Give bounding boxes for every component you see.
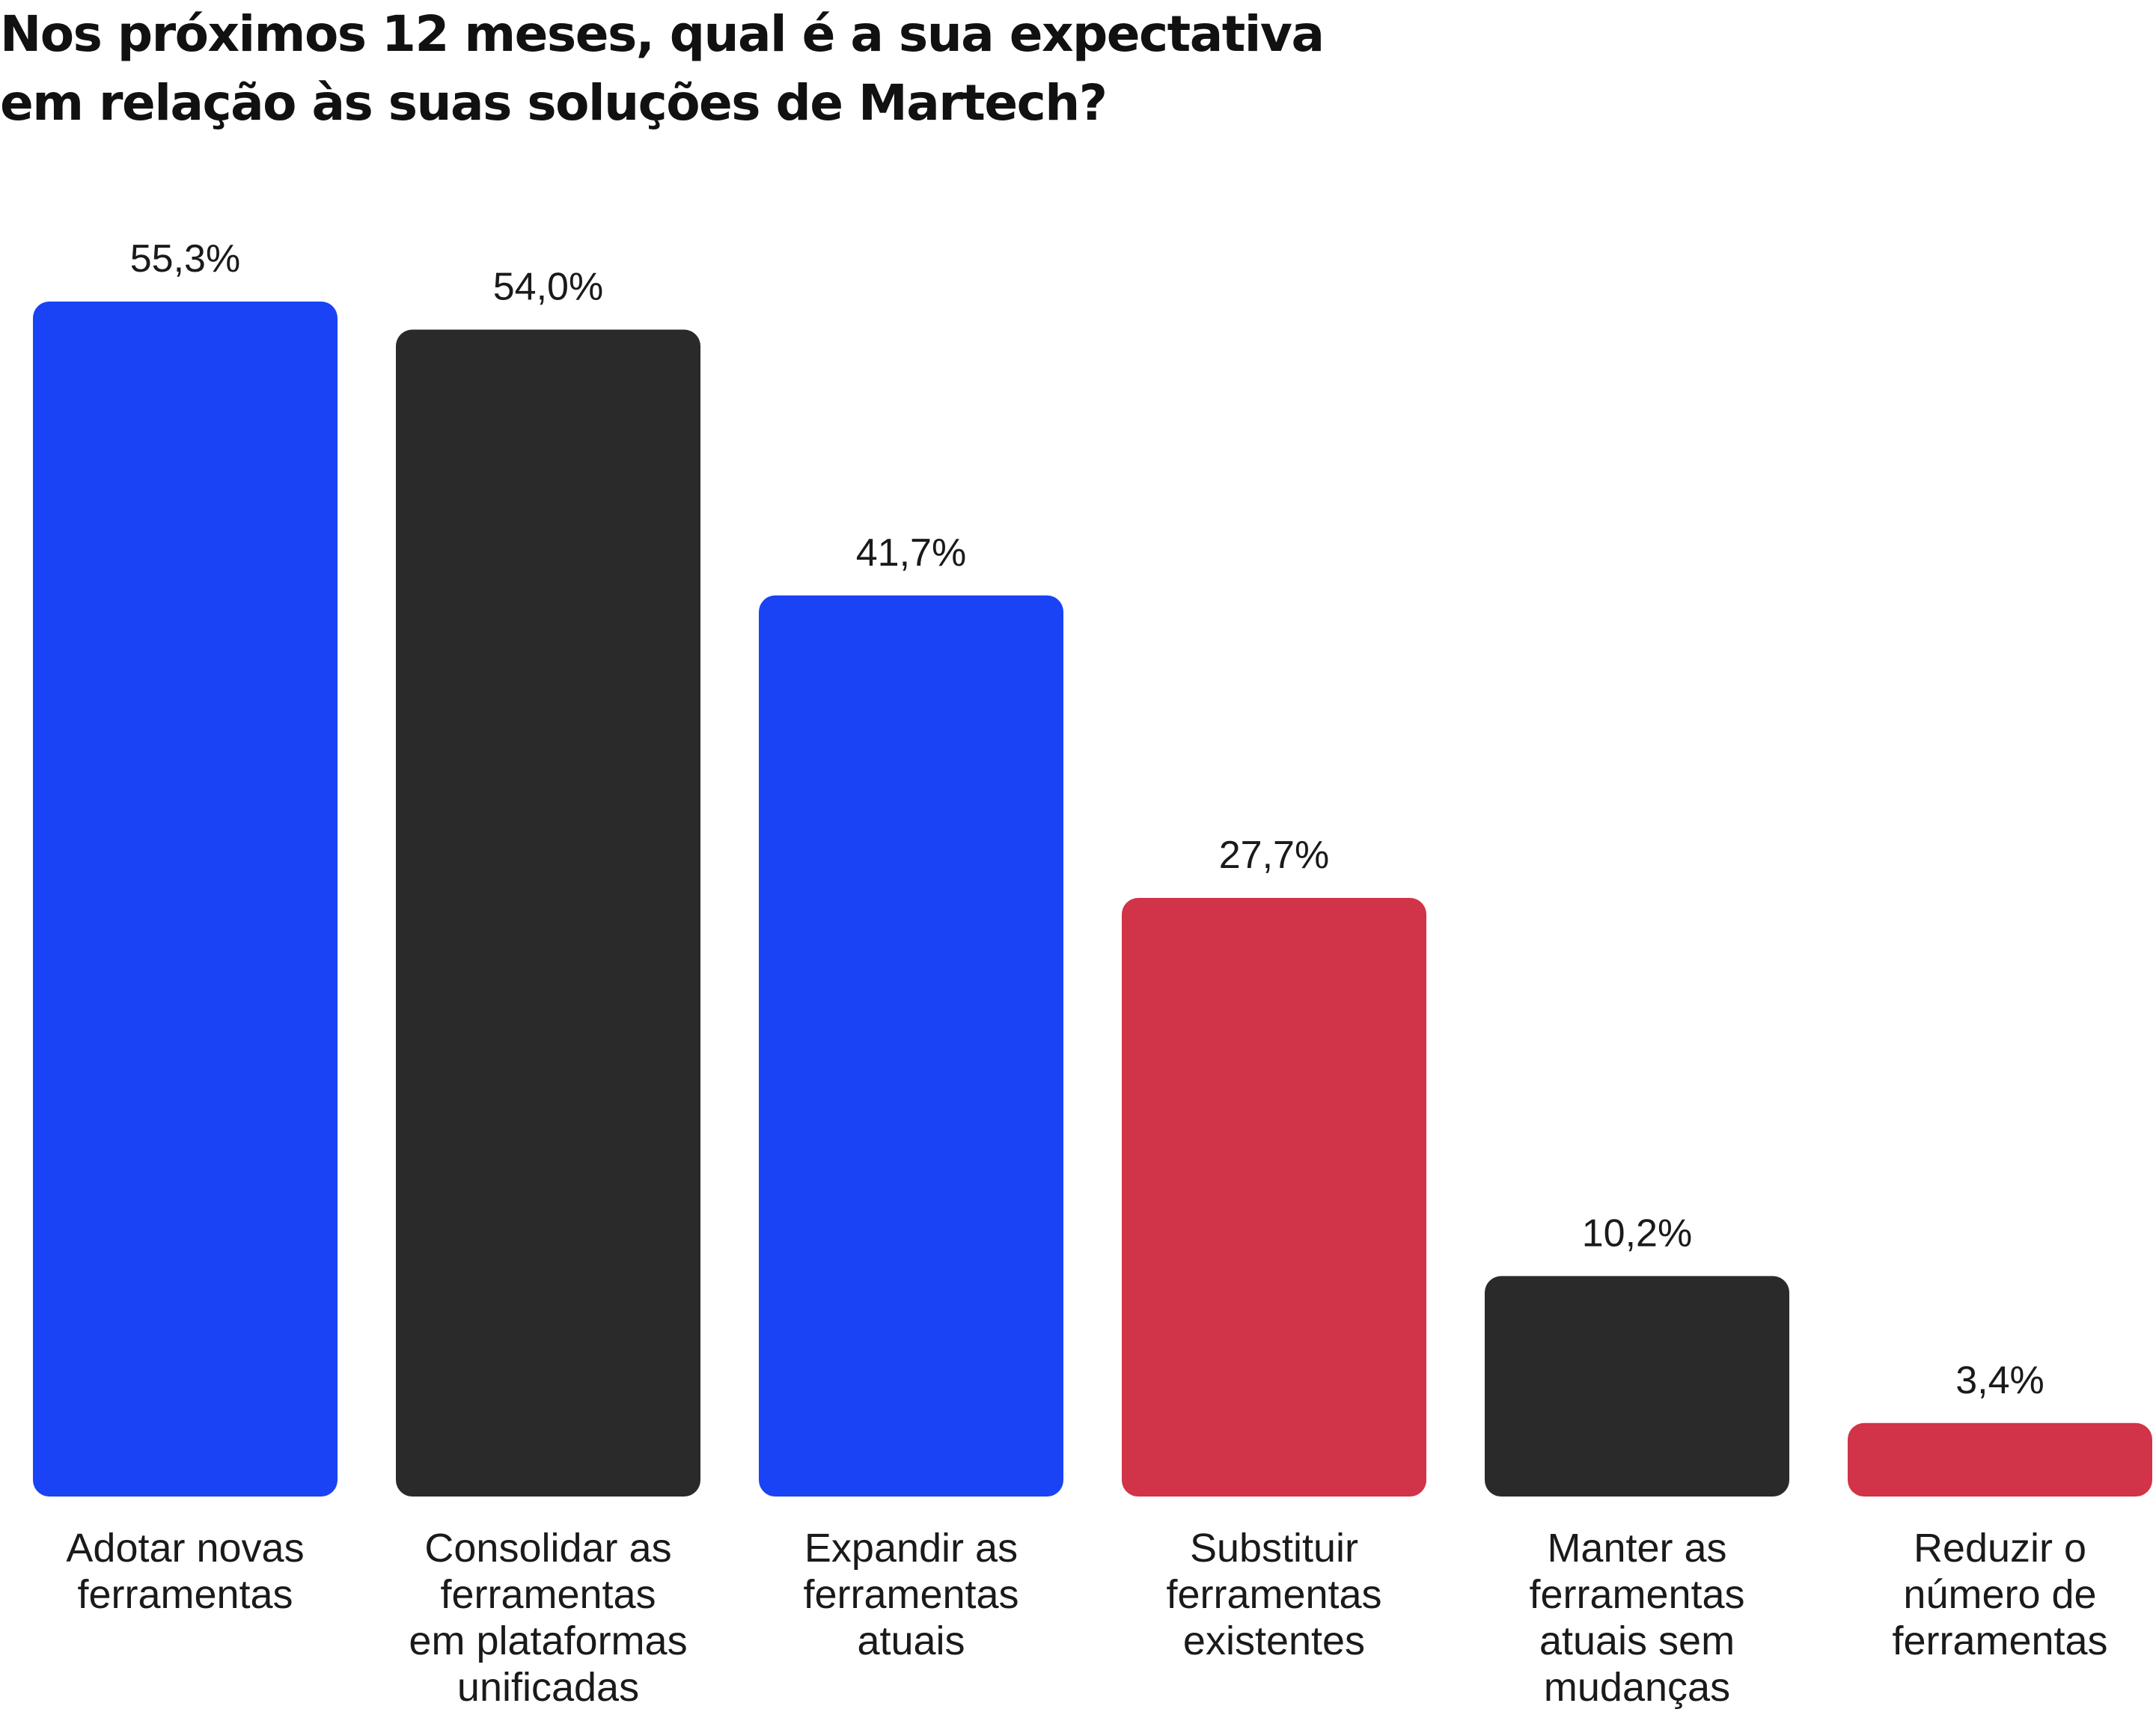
category-label-1: Adotar novas ferramentas (21, 1525, 350, 1618)
bar-4 (1122, 898, 1426, 1497)
category-label-1-line-2: ferramentas (77, 1572, 293, 1617)
category-label-2-line-3: em plataformas (409, 1618, 688, 1663)
category-label-3-line-2: ferramentas (803, 1572, 1019, 1617)
bar-5 (1485, 1276, 1789, 1497)
data-label-2: 54,0% (493, 266, 603, 309)
chart-title-line-2: em relação às suas soluções de Martech? (0, 74, 1108, 132)
category-label-6: Reduzir o número de ferramentas (1836, 1525, 2156, 1664)
bar-1 (33, 302, 338, 1497)
category-label-5: Manter as ferramentas atuais sem mudanças (1473, 1525, 1802, 1711)
bar-2 (396, 329, 700, 1497)
category-label-2-line-2: ferramentas (440, 1572, 656, 1617)
data-label-6: 3,4% (1955, 1359, 2044, 1402)
category-label-4-line-2: ferramentas (1166, 1572, 1382, 1617)
category-label-5-line-3: atuais sem (1539, 1618, 1735, 1663)
category-label-3: Expandir as ferramentas atuais (747, 1525, 1076, 1664)
category-label-1-line-1: Adotar novas (66, 1526, 305, 1571)
category-label-5-line-4: mudanças (1543, 1665, 1731, 1710)
category-label-4-line-3: existentes (1182, 1618, 1366, 1663)
category-label-6-line-3: ferramentas (1892, 1618, 2108, 1663)
data-label-4: 27,7% (1219, 834, 1329, 877)
category-label-6-line-1: Reduzir o (1913, 1526, 2087, 1571)
category-label-2-line-1: Consolidar as (424, 1526, 672, 1571)
category-label-3-line-1: Expandir as (804, 1526, 1019, 1571)
bar-6 (1848, 1422, 2152, 1497)
category-label-5-line-1: Manter as (1547, 1526, 1727, 1571)
chart-title: Nos próximos 12 meses, qual é a sua expe… (0, 0, 1721, 138)
data-label-1: 55,3% (130, 237, 240, 281)
category-label-3-line-3: atuais (857, 1618, 965, 1663)
category-label-6-line-2: número de (1903, 1572, 2097, 1617)
data-label-5: 10,2% (1582, 1211, 1692, 1255)
category-label-2-line-4: unificadas (456, 1665, 640, 1710)
category-label-4-line-1: Substituir (1189, 1526, 1359, 1571)
bar-3 (759, 595, 1063, 1497)
category-label-5-line-2: ferramentas (1529, 1572, 1745, 1617)
category-label-4: Substituir ferramentas existentes (1110, 1525, 1439, 1664)
chart-title-line-1: Nos próximos 12 meses, qual é a sua expe… (0, 5, 1325, 63)
category-label-2: Consolidar as ferramentas em plataformas un… (384, 1525, 713, 1711)
data-label-3: 41,7% (856, 531, 966, 575)
